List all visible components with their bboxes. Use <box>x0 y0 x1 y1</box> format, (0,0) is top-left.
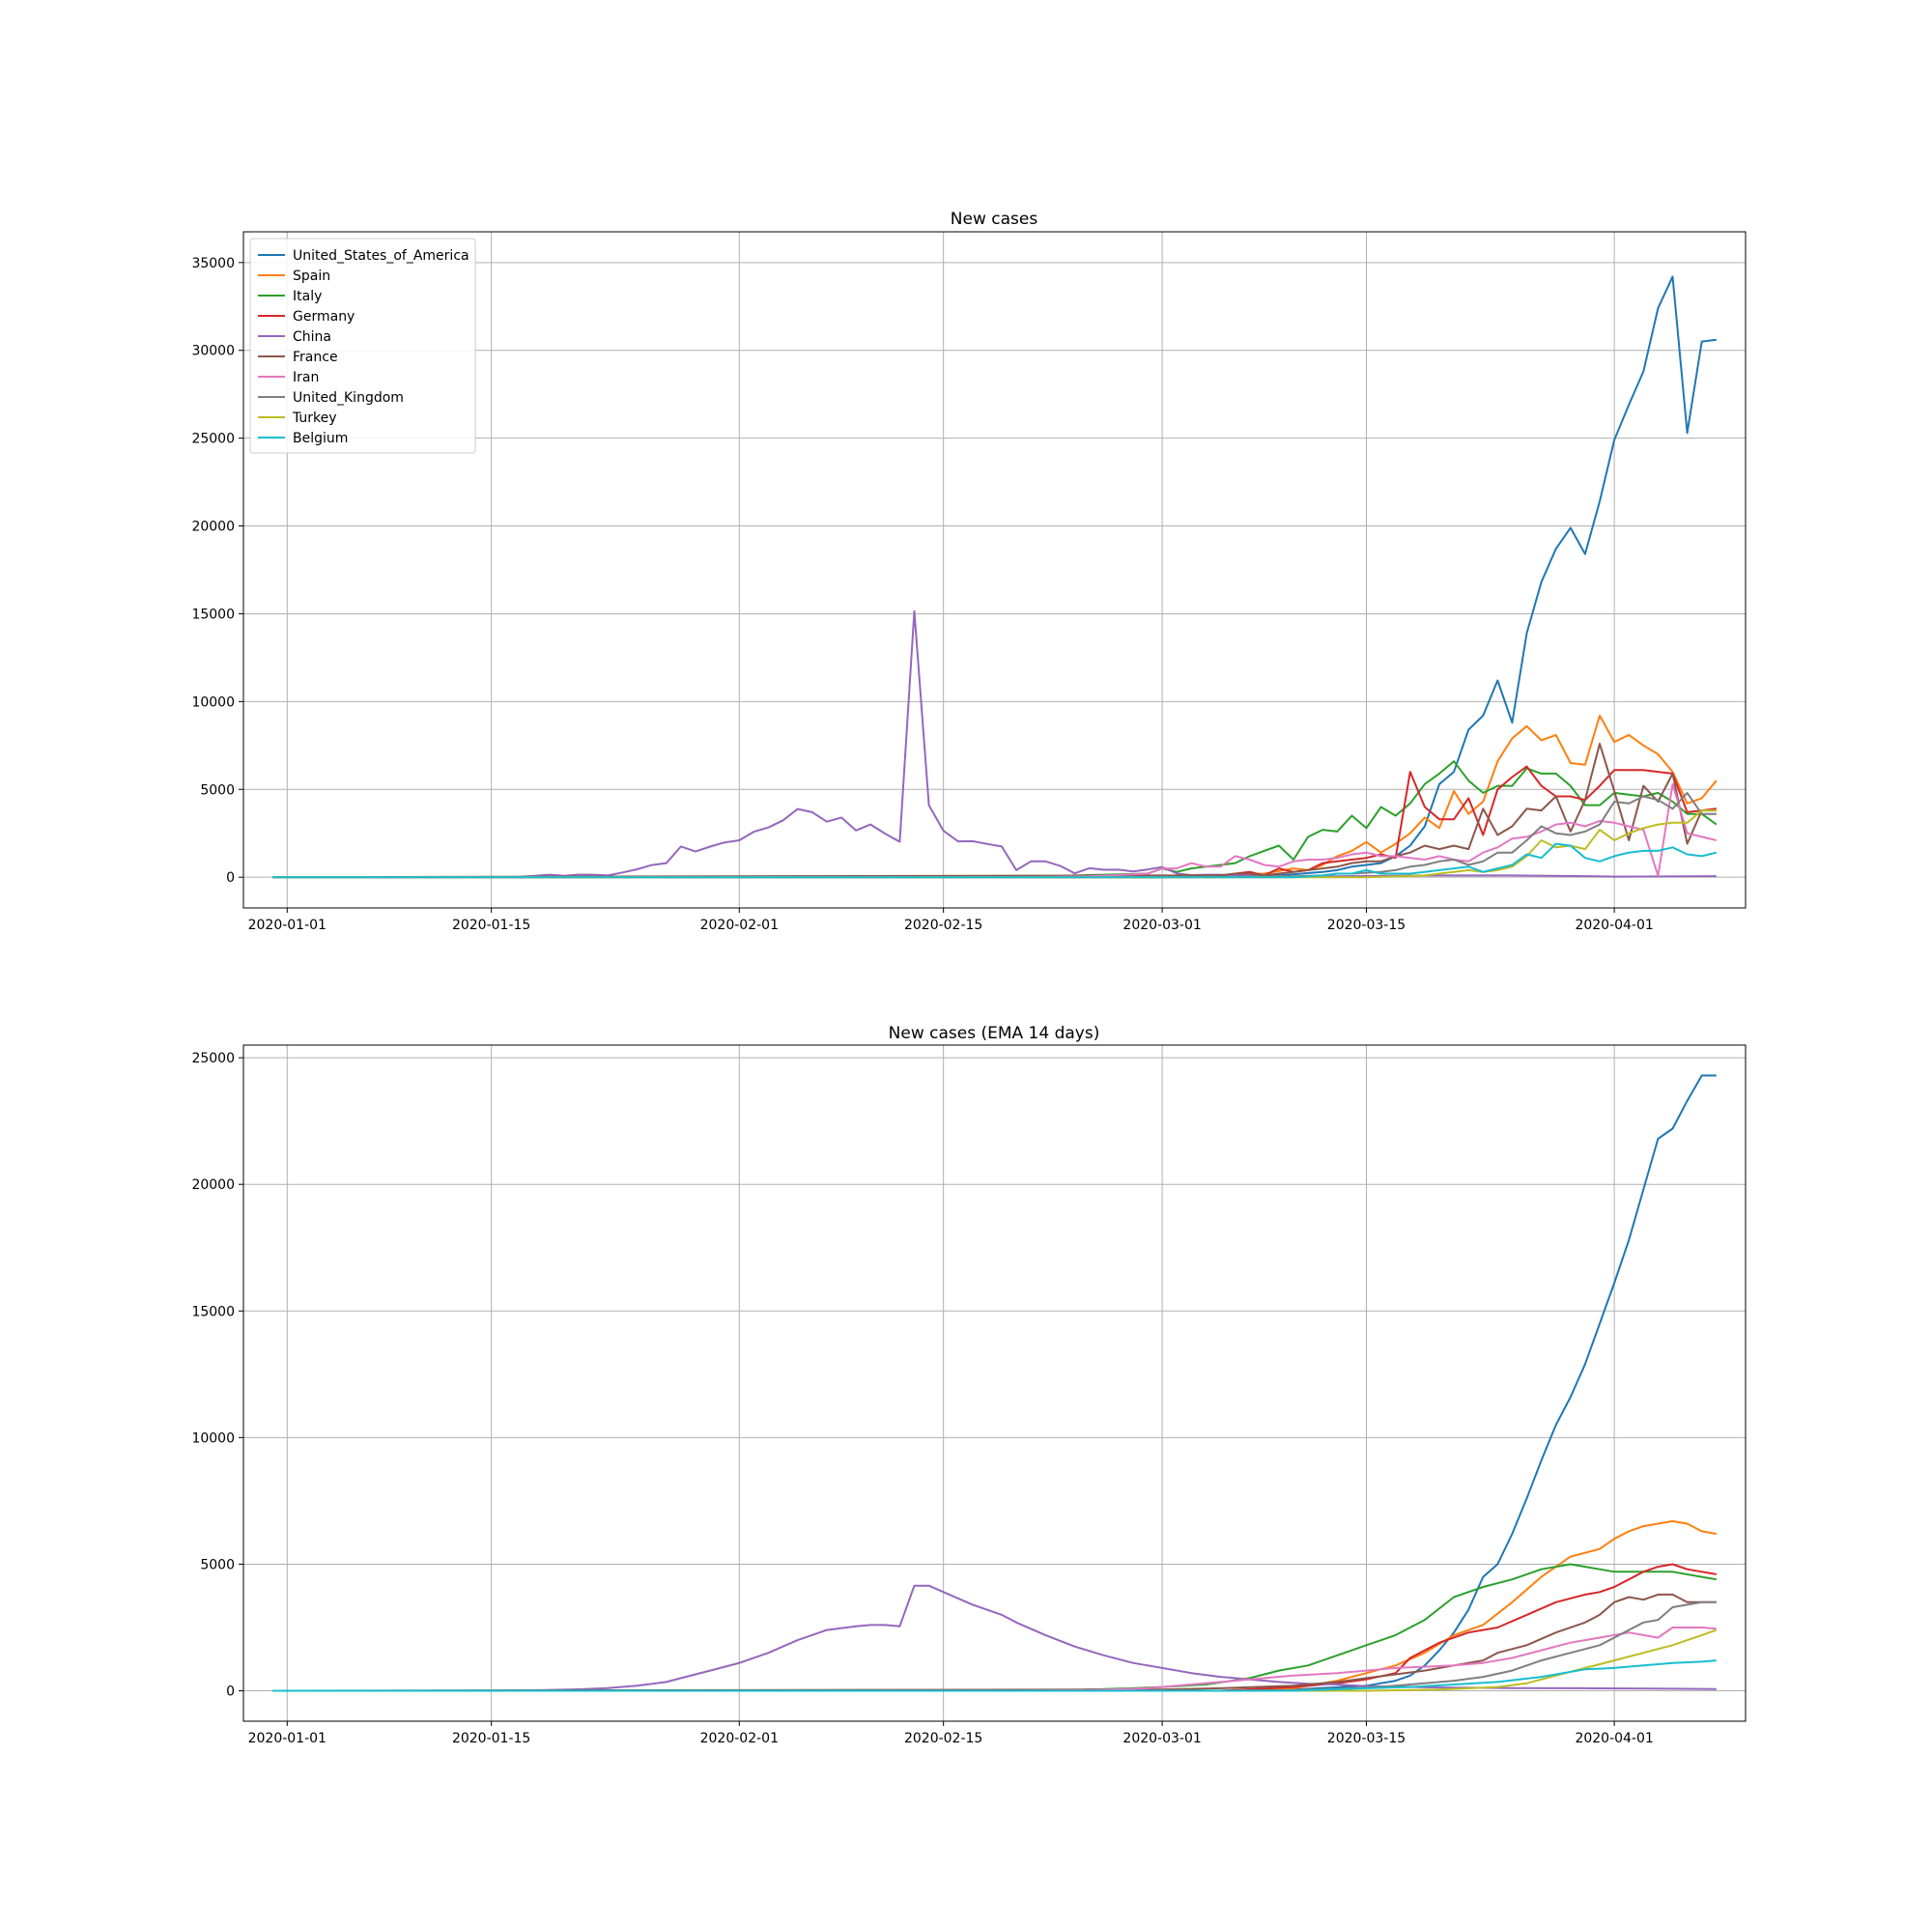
series-line-france <box>272 1593 1717 1692</box>
series-line-spain <box>272 1519 1717 1692</box>
legend-label: Turkey <box>292 410 337 426</box>
chart-title: New cases (EMA 14 days) <box>889 1024 1100 1043</box>
y-tick-label: 25000 <box>191 1051 235 1066</box>
series-line-germany <box>272 765 1717 879</box>
plot-frame <box>242 231 1747 909</box>
y-tick-label: 20000 <box>191 1177 235 1193</box>
legend-label: China <box>293 329 331 345</box>
chart-new-cases-ema: New cases (EMA 14 days) 2020-01-01 2020-0… <box>191 1024 1747 1746</box>
gridlines <box>243 232 1746 908</box>
chart-title: New cases <box>951 210 1038 229</box>
series-line-iran <box>272 782 1718 879</box>
series-line-united-states-of-america <box>272 275 1717 879</box>
legend-label: Spain <box>293 269 330 284</box>
x-tick-label: 2020-02-01 <box>700 1731 779 1746</box>
series-line-germany <box>272 1563 1717 1692</box>
x-tick-label: 2020-01-15 <box>452 918 530 933</box>
legend-label: Iran <box>293 370 319 385</box>
y-tick-label: 10000 <box>191 1430 235 1446</box>
legend: United_States_of_America Spain Italy German… <box>249 238 476 454</box>
series-line-france <box>272 743 1717 879</box>
legend-label: United_States_of_America <box>293 248 469 264</box>
x-tick-label: 2020-02-01 <box>700 918 779 933</box>
series-line-iran <box>272 1627 1717 1692</box>
x-tick-label: 2020-01-01 <box>248 1731 327 1746</box>
legend-label: Belgium <box>293 431 348 446</box>
x-tick-label: 2020-02-15 <box>904 1731 982 1746</box>
y-tick-label: 10000 <box>191 694 235 710</box>
legend-label: Italy <box>293 289 322 304</box>
series-line-belgium <box>272 1659 1717 1692</box>
plot-frame <box>242 1044 1747 1722</box>
x-tick-label: 2020-03-15 <box>1327 1731 1406 1746</box>
y-tick-label: 15000 <box>191 1304 235 1319</box>
legend-label: Germany <box>293 309 355 325</box>
x-tick-label: 2020-01-15 <box>452 1731 530 1746</box>
plot-lines <box>272 1074 1718 1692</box>
y-tick-label: 15000 <box>191 607 235 622</box>
series-line-belgium <box>272 842 1718 879</box>
series-line-united-states-of-america <box>272 1074 1717 1692</box>
x-tick-label: 2020-03-15 <box>1327 918 1406 933</box>
x-tick-label: 2020-03-01 <box>1122 1731 1201 1746</box>
chart-new-cases: New cases 2020-01-01 2020-01-15 2020-02-01… <box>191 210 1747 933</box>
x-tick-label: 2020-01-01 <box>248 918 327 933</box>
y-tick-label: 25000 <box>191 432 235 447</box>
y-tick-label: 5000 <box>200 782 235 798</box>
y-tick-label: 0 <box>226 1684 235 1700</box>
series-line-china <box>272 609 1717 879</box>
y-tick-label: 35000 <box>191 256 235 271</box>
y-tick-label: 0 <box>226 870 235 886</box>
legend-label: France <box>293 350 338 365</box>
y-tick-label: 20000 <box>191 520 235 535</box>
x-tick-label: 2020-04-01 <box>1575 1731 1653 1746</box>
plot-lines <box>272 275 1718 879</box>
legend-label: United_Kingdom <box>293 390 404 406</box>
legend-box <box>249 238 476 454</box>
series-line-turkey <box>272 809 1717 879</box>
x-tick-label: 2020-02-15 <box>904 918 982 933</box>
x-tick-label: 2020-04-01 <box>1575 918 1653 933</box>
y-tick-label: 5000 <box>200 1557 235 1572</box>
x-tick-label: 2020-03-01 <box>1122 918 1201 933</box>
y-tick-label: 30000 <box>191 344 235 359</box>
